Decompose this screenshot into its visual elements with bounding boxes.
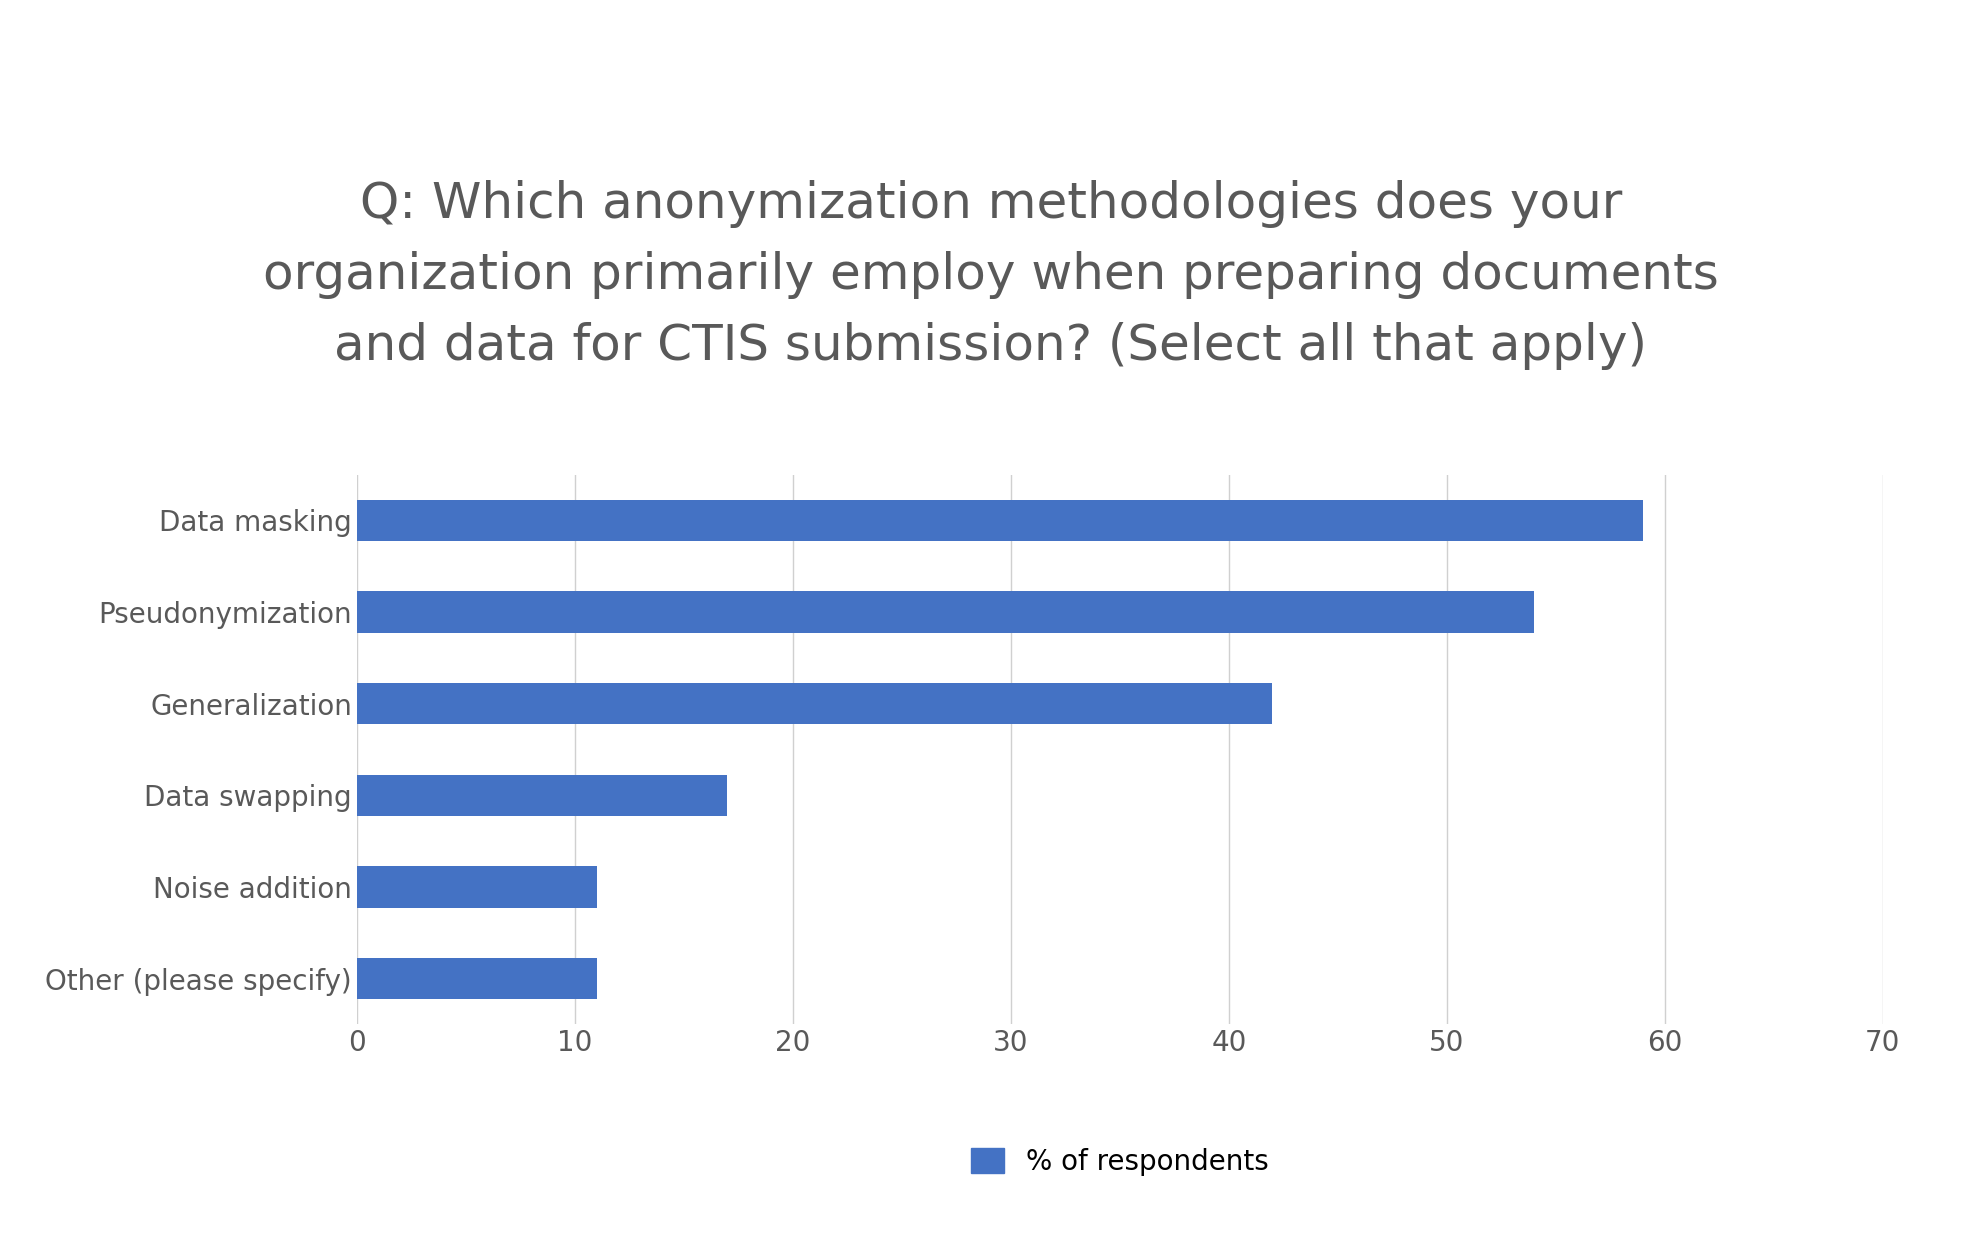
Bar: [357, 683, 1272, 724]
Bar: [357, 591, 1534, 632]
Bar: [357, 774, 727, 816]
Bar: [357, 958, 597, 999]
Bar: [357, 500, 1643, 541]
Legend: % of respondents: % of respondents: [959, 1137, 1280, 1188]
Text: Q: Which anonymization methodologies does your
organization primarily employ whe: Q: Which anonymization methodologies doe…: [264, 180, 1718, 370]
Bar: [357, 867, 597, 908]
